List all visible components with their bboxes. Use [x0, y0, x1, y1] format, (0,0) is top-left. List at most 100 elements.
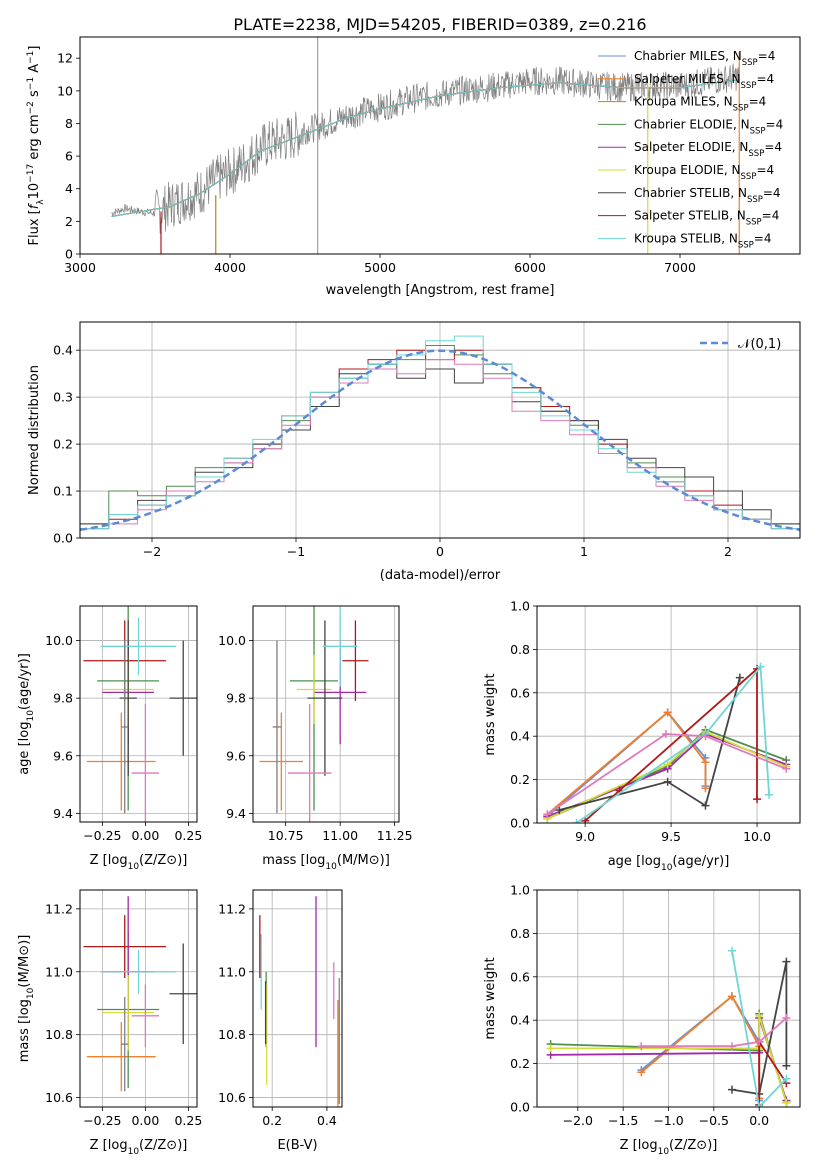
legend: Chabrier MILES, NSSP=4 Salpeter MILES, NS… — [598, 49, 783, 250]
x-tick-label: −1.5 — [608, 1113, 638, 1128]
x-tick-label: 10.0 — [743, 829, 771, 844]
x-tick-label: 0.0 — [749, 1113, 769, 1128]
y-tick-label: 10.0 — [218, 633, 246, 648]
y-axis-label: Normed distribution — [27, 365, 42, 495]
x-axis-label: Z [log10(Z/Z⊙)] — [620, 1138, 718, 1157]
plus-marker — [701, 732, 710, 741]
panel-spectrum: 3000 4000 5000 6000 7000 0 2 4 6 8 10 12 Chabrier MI… — [26, 36, 801, 298]
y-axis-label: age [log10(age/yr)] — [17, 653, 36, 775]
plot-area — [259, 606, 369, 822]
legend-entry: Salpeter STELIB, NSSP=4 — [634, 209, 779, 228]
y-tick-label: 0.2 — [510, 772, 530, 787]
plus-marker — [663, 760, 672, 769]
y-tick-label: 10 — [57, 83, 73, 98]
y-axis-label: mass [log10(M/M⊙)] — [17, 935, 36, 1063]
plus-marker — [661, 730, 670, 739]
panel-age-vs-mass: 10.75 11.00 11.25 9.4 9.6 9.8 10.0 mass [log10(… — [218, 605, 413, 872]
x-tick-label: −2.0 — [563, 1113, 593, 1128]
x-axis-label: age [log10(age/yr)] — [608, 854, 730, 873]
y-tick-label: 11.2 — [218, 901, 246, 916]
plus-marker — [701, 784, 710, 793]
x-tick-label: 0.25 — [174, 828, 202, 843]
plus-marker — [727, 1042, 736, 1051]
y-tick-label: 11.0 — [218, 964, 246, 979]
mass-weight-line — [641, 1017, 787, 1048]
plus-marker — [755, 1103, 764, 1107]
plot-area — [546, 946, 791, 1107]
x-tick-label: 0.00 — [131, 1113, 159, 1128]
y-tick-label: 12 — [57, 51, 73, 66]
plus-marker — [663, 777, 672, 786]
x-tick-label: 0.2 — [262, 1113, 282, 1128]
x-axis-label: (data-model)/error — [380, 568, 501, 583]
y-tick-label: 4 — [65, 181, 73, 196]
mass-weight-line — [546, 733, 787, 816]
axes-frame — [79, 605, 198, 823]
legend-entry: Kroupa STELIB, NSSP=4 — [634, 231, 772, 250]
y-tick-label: 0.8 — [510, 926, 530, 941]
y-tick-label: 2 — [65, 214, 73, 229]
plus-marker — [546, 1044, 555, 1053]
plus-marker — [637, 1042, 646, 1051]
y-tick-label: 8 — [65, 116, 73, 131]
y-tick-label: 10.8 — [45, 1027, 73, 1042]
y-tick-label: 1.0 — [510, 883, 530, 898]
axes-frame — [79, 36, 801, 255]
plus-marker — [755, 1011, 764, 1020]
plus-marker — [753, 795, 762, 804]
y-tick-label: 0.3 — [53, 390, 73, 405]
x-axis-label: wavelength [Angstrom, rest frame] — [326, 283, 555, 298]
y-tick-label: 10.6 — [218, 1090, 246, 1105]
x-axis-label: mass [log10(M/M⊙)] — [262, 853, 390, 872]
plot-area — [83, 896, 197, 1092]
x-axis-label: Z [log10(Z/Z⊙)] — [90, 853, 188, 872]
x-tick-label: 9.5 — [661, 829, 681, 844]
x-tick-label: 1 — [580, 544, 588, 559]
model-spectrum-line — [111, 78, 741, 217]
y-tick-label: 0.4 — [53, 343, 73, 358]
x-tick-label: −1.0 — [653, 1113, 683, 1128]
y-axis-label: mass weight — [483, 957, 498, 1039]
x-tick-label: 6000 — [514, 260, 546, 275]
panel-residuals: −2 −1 0 1 2 0.0 0.1 0.2 0.3 0.4 𝒩(0,1) (data-model)… — [27, 321, 801, 583]
axes-frame — [79, 889, 198, 1108]
y-tick-label: 1.0 — [510, 599, 530, 614]
x-tick-label: 0 — [436, 544, 444, 559]
panel-mass-vs-Z: −0.25 0.00 0.25 10.6 10.8 11.0 11.2 Z [log10(Z/… — [17, 889, 202, 1157]
plus-marker — [735, 673, 744, 682]
plot-area — [543, 662, 791, 823]
plot-area — [83, 606, 197, 822]
plus-marker — [701, 758, 710, 767]
y-tick-label: 10.8 — [218, 1027, 246, 1042]
plus-marker — [755, 1037, 764, 1046]
y-tick-label: 9.4 — [53, 806, 73, 821]
plus-marker — [555, 805, 564, 814]
legend-entry: Salpeter MILES, NSSP=4 — [634, 72, 774, 91]
plus-marker — [756, 662, 765, 671]
y-tick-label: 6 — [65, 149, 73, 164]
plus-marker — [727, 992, 736, 1001]
legend-entry: Kroupa ELODIE, NSSP=4 — [634, 163, 774, 182]
plus-marker — [782, 1061, 791, 1070]
y-tick-label: 0.8 — [510, 642, 530, 657]
plus-marker — [663, 708, 672, 717]
x-tick-label: 0.4 — [317, 1113, 337, 1128]
x-tick-label: −2 — [143, 544, 161, 559]
axes-frame — [536, 605, 801, 824]
panel-mass-weight-vs-age: 9.0 9.5 10.0 0.0 0.2 0.4 0.6 0.8 1.0 age [log10(a… — [483, 599, 801, 873]
y-tick-label: 0.4 — [510, 1013, 530, 1028]
legend-entry: Chabrier STELIB, NSSP=4 — [634, 186, 781, 205]
y-axis-label: Flux [fλ10−17 erg cm−2 s−1 A−1] — [26, 46, 46, 246]
mass-weight-line — [546, 710, 707, 815]
y-tick-label: 0.0 — [53, 531, 73, 546]
x-tick-label: 2 — [724, 544, 732, 559]
plus-marker — [782, 1098, 791, 1107]
x-tick-label: 3000 — [64, 260, 96, 275]
y-tick-label: 0.2 — [53, 437, 73, 452]
x-tick-label: 0.00 — [131, 828, 159, 843]
legend-entry: Chabrier MILES, NSSP=4 — [634, 49, 775, 68]
plus-marker — [782, 1014, 791, 1023]
y-tick-label: 0.4 — [510, 729, 530, 744]
y-tick-label: 9.4 — [226, 806, 246, 821]
